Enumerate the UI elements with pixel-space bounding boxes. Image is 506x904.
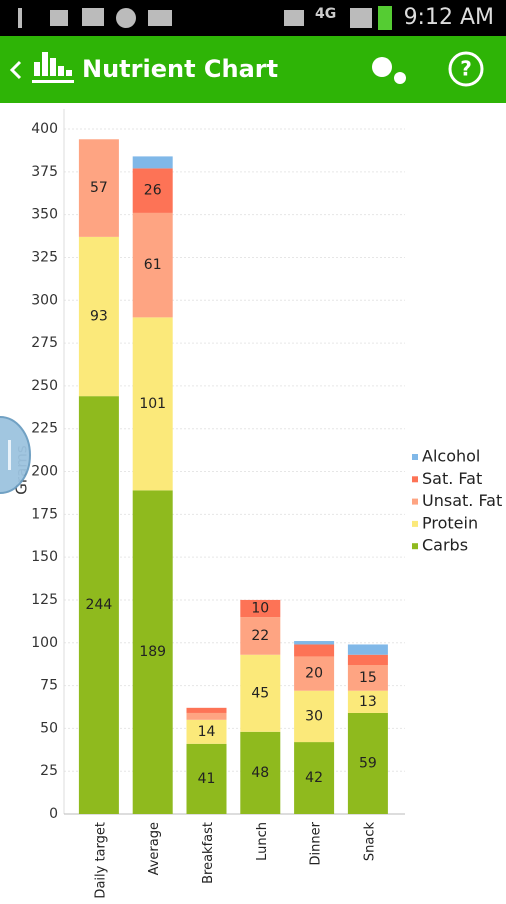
data-label: 48 — [251, 765, 269, 781]
bar-segment — [186, 719, 227, 744]
legend-label: Carbs — [422, 536, 468, 555]
legend-swatch — [412, 543, 418, 550]
y-tick-label: 350 — [31, 207, 58, 223]
y-tick-label: 200 — [31, 464, 58, 480]
x-tick-label: Breakfast — [201, 822, 216, 884]
y-tick-label: 100 — [31, 635, 58, 651]
bar-segment — [294, 641, 335, 645]
data-label: 42 — [305, 770, 323, 786]
legend-swatch — [412, 520, 418, 527]
legend-label: Alcohol — [422, 447, 480, 466]
x-tick-label: Dinner — [309, 821, 324, 865]
legend-swatch — [412, 454, 418, 460]
bar-segment — [347, 690, 388, 713]
data-label: 20 — [305, 666, 323, 682]
y-tick-label: 225 — [31, 421, 58, 437]
network-type: 4G — [315, 6, 336, 22]
bar-segment — [132, 156, 173, 169]
y-tick-label: 275 — [31, 335, 58, 351]
data-label: 14 — [198, 724, 216, 740]
data-label: 244 — [86, 597, 113, 613]
y-tick-label: 400 — [31, 121, 58, 137]
bar-segment — [294, 644, 335, 657]
data-label: 57 — [90, 180, 108, 196]
clock: 9:12 AM — [404, 5, 494, 30]
legend-label: Protein — [422, 513, 478, 532]
x-tick-label: Lunch — [255, 822, 270, 861]
bar-segment — [132, 212, 173, 318]
help-button[interactable] — [448, 51, 484, 87]
y-tick-label: 50 — [40, 720, 58, 736]
bar-segment — [78, 236, 119, 397]
y-tick-label: 250 — [31, 378, 58, 394]
data-label: 61 — [144, 257, 162, 273]
drawer-grip — [8, 440, 11, 470]
app-icon — [32, 52, 74, 83]
chart: 0 25 50 75 100 125 150 175 200 225 250 275 300 325 350… — [31, 109, 502, 899]
data-label: 101 — [139, 396, 166, 412]
x-tick-label: Average — [147, 822, 162, 875]
y-tick-label: 325 — [31, 249, 58, 265]
data-label: 10 — [251, 601, 269, 617]
bar-segment — [294, 656, 335, 691]
drawer-handle[interactable] — [0, 416, 31, 494]
bar-segment — [78, 139, 119, 237]
bar-segment — [294, 742, 335, 814]
x-tick-label: Snack — [362, 822, 377, 862]
bar-segment — [347, 712, 388, 814]
bar-segment — [347, 644, 388, 655]
bar-segment — [347, 665, 388, 691]
legend-swatch — [412, 476, 418, 483]
y-tick-label: 125 — [31, 592, 58, 608]
bar-segment — [294, 690, 335, 743]
y-tick-label: 25 — [40, 763, 58, 779]
legend-swatch — [412, 498, 418, 505]
bar-segment — [240, 654, 281, 732]
y-tick-label: 75 — [40, 678, 58, 694]
y-tick-label: 375 — [31, 164, 58, 180]
bar-segment — [240, 731, 281, 814]
data-label: 41 — [198, 771, 216, 787]
bar-segment — [186, 712, 227, 720]
app-bar — [0, 36, 506, 103]
bar-segment — [132, 168, 173, 213]
y-tick-label: 175 — [31, 506, 58, 522]
bar-segment — [132, 317, 173, 491]
data-label: 22 — [251, 628, 269, 644]
data-label: 15 — [359, 670, 377, 686]
data-label: 59 — [359, 755, 377, 771]
app-title: Nutrient Chart — [82, 55, 278, 83]
status-icons — [18, 6, 392, 30]
bar-segment — [347, 654, 388, 666]
bar-segment — [132, 490, 173, 814]
data-label: 93 — [90, 309, 108, 325]
y-tick-label: 150 — [31, 549, 58, 565]
data-label: 189 — [139, 644, 166, 660]
data-label: 13 — [359, 694, 377, 710]
data-label: 45 — [251, 685, 269, 701]
bar-segment — [78, 396, 119, 814]
x-tick-label: Daily target — [93, 822, 108, 899]
y-tick-label: 300 — [31, 292, 58, 308]
data-label: 30 — [305, 708, 323, 724]
data-label: 26 — [144, 183, 162, 199]
bar-segment — [240, 617, 281, 655]
back-button[interactable] — [9, 60, 22, 80]
bar-segment — [186, 707, 227, 713]
bar-segment — [240, 599, 281, 618]
help-icon: ? — [460, 57, 472, 81]
legend-label: Sat. Fat — [422, 469, 482, 488]
y-tick-label: 0 — [49, 806, 58, 822]
bar-segment — [186, 743, 227, 814]
settings-button[interactable] — [372, 57, 406, 84]
legend-label: Unsat. Fat — [422, 491, 502, 510]
